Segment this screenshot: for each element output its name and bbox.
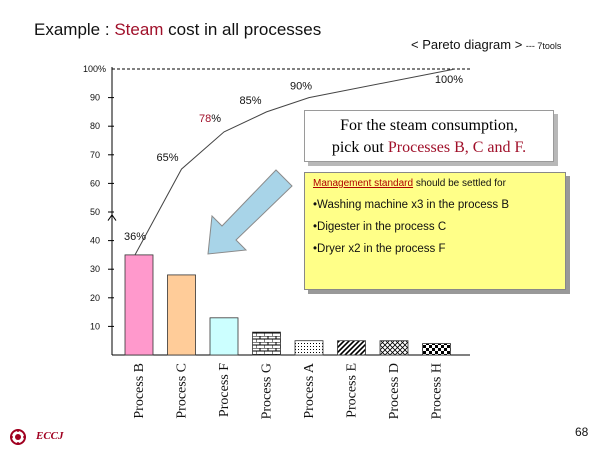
subtitle-small: --- 7tools: [525, 41, 562, 51]
subtitle-main: < Pareto diagram >: [411, 37, 526, 52]
y-top-tick-label: 100%: [83, 64, 106, 74]
x-tick-label: Process H: [430, 363, 445, 419]
x-tick-label: Process A: [302, 362, 317, 419]
bar: [124, 254, 154, 356]
bar: [422, 343, 451, 356]
bar: [252, 331, 281, 356]
callout-standard-item: •Washing machine x3 in the process B: [313, 199, 509, 211]
y-tick-label: 40: [90, 236, 100, 246]
x-tick-label: Process B: [132, 363, 147, 419]
bar: [209, 317, 239, 356]
x-tick-label: Process D: [387, 363, 402, 419]
callout-primary: For the steam consumption, pick out Proc…: [304, 110, 554, 162]
callout-standard-item: •Digester in the process C: [313, 221, 447, 233]
page-number: 68: [575, 425, 589, 439]
pointer-arrow: [207, 169, 293, 255]
y-tick-label: 20: [90, 293, 100, 303]
y-tick-label: 10: [90, 321, 100, 331]
logo-emblem-icon: [10, 429, 26, 445]
callout-standard-header: Management standard should be settled fo…: [313, 178, 506, 189]
cumulative-label: 85%: [239, 95, 261, 107]
cumulative-label: 78%: [199, 113, 221, 125]
subtitle: < Pareto diagram > --- 7tools: [411, 37, 561, 52]
y-tick-label: 30: [90, 264, 100, 274]
x-tick-label: Process G: [260, 363, 275, 419]
y-tick-label: 50: [90, 207, 100, 217]
title-suffix: cost in all processes: [163, 20, 322, 39]
eccj-logo: ECCJ: [8, 428, 88, 446]
x-tick-label: Process F: [217, 363, 232, 417]
x-tick-label: Process E: [345, 363, 360, 418]
bar: [379, 340, 409, 356]
y-tick-label: 80: [90, 121, 100, 131]
title-prefix: Example :: [34, 20, 115, 39]
title-highlight: Steam: [114, 20, 164, 39]
page-title: Example : Steam cost in all processes: [34, 20, 321, 40]
callout-standard-item: •Dryer x2 in the process F: [313, 243, 446, 255]
bar: [294, 340, 324, 356]
callout-management-standard: Management standard should be settled fo…: [304, 172, 566, 290]
cumulative-label: 90%: [290, 81, 312, 93]
cumulative-label: 36%: [124, 231, 146, 243]
y-tick-label: 60: [90, 178, 100, 188]
x-tick-label: Process C: [175, 363, 190, 419]
bar: [337, 340, 366, 356]
callout-primary-line2: pick out Processes B, C and F.: [331, 139, 527, 156]
bar: [167, 274, 196, 356]
cumulative-label: 65%: [156, 152, 178, 164]
cumulative-line: [134, 68, 456, 256]
y-axis-arrow-icon: [107, 213, 117, 221]
y-tick-label: 90: [90, 93, 100, 103]
logo-text: ECCJ: [36, 430, 64, 442]
y-tick-label: 70: [90, 150, 100, 160]
cumulative-label: 100%: [435, 74, 463, 86]
callout-primary-line1: For the steam consumption,: [340, 117, 518, 134]
